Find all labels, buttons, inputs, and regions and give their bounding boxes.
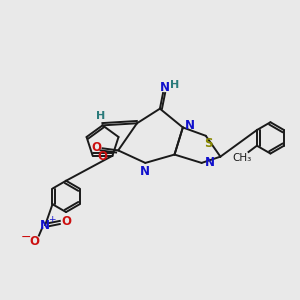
Text: +: + xyxy=(48,215,55,224)
Text: O: O xyxy=(61,215,71,229)
Text: S: S xyxy=(204,136,212,150)
Text: CH₃: CH₃ xyxy=(233,153,252,163)
Text: O: O xyxy=(30,235,40,248)
Text: N: N xyxy=(185,119,195,132)
Text: N: N xyxy=(40,219,50,232)
Text: H: H xyxy=(96,111,105,121)
Text: N: N xyxy=(205,156,215,170)
Text: O: O xyxy=(91,141,101,154)
Text: O: O xyxy=(97,150,107,163)
Text: H: H xyxy=(170,80,179,90)
Text: −: − xyxy=(21,231,32,244)
Text: N: N xyxy=(140,165,150,178)
Text: N: N xyxy=(160,81,170,94)
